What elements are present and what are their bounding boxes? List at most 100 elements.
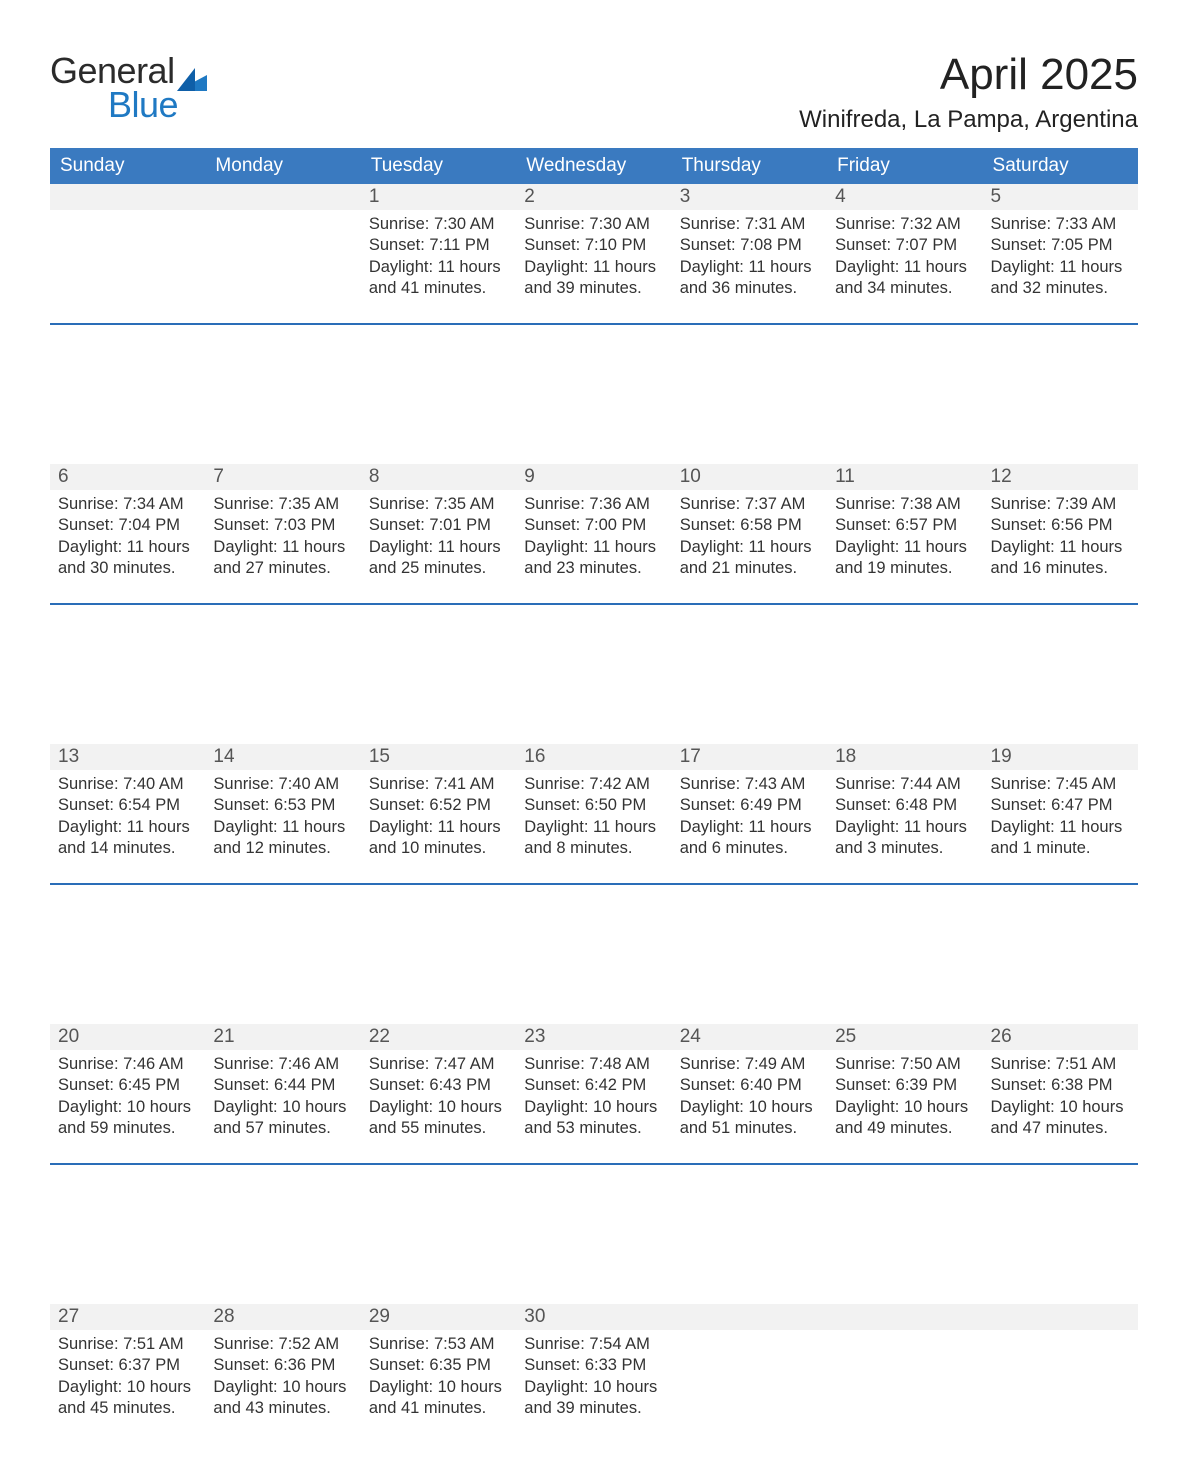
sunset-line-label: Sunset: [524,1356,585,1374]
sunrise-line-value: 7:42 AM [589,775,650,793]
sunrise-line: Sunrise: 7:31 AM [680,214,819,235]
sunset-line-value: 7:05 PM [1051,236,1112,254]
sunset-line-value: 6:47 PM [1051,796,1112,814]
calendar-day-cell: 21Sunrise: 7:46 AMSunset: 6:44 PMDayligh… [205,1024,360,1164]
day-details: Sunrise: 7:54 AMSunset: 6:33 PMDaylight:… [516,1330,671,1432]
day-number: 22 [361,1024,516,1050]
daylight-line: Daylight: 10 hours and 55 minutes. [369,1097,508,1140]
daylight-line: Daylight: 10 hours and 47 minutes. [991,1097,1130,1140]
weekday-header: Tuesday [361,148,516,184]
sunrise-line-value: 7:41 AM [434,775,495,793]
day-number: 17 [672,744,827,770]
sunrise-line: Sunrise: 7:51 AM [58,1334,197,1355]
sunset-line: Sunset: 6:47 PM [991,795,1130,816]
sunset-line-label: Sunset: [369,796,430,814]
calendar-day-cell: 15Sunrise: 7:41 AMSunset: 6:52 PMDayligh… [361,744,516,884]
calendar-day-cell [672,1304,827,1444]
daylight-line-label: Daylight: [835,818,904,836]
sunrise-line-label: Sunrise: [680,775,745,793]
calendar-day-cell: 19Sunrise: 7:45 AMSunset: 6:47 PMDayligh… [983,744,1138,884]
day-details: Sunrise: 7:32 AMSunset: 7:07 PMDaylight:… [827,210,982,312]
day-number [205,184,360,210]
sunset-line: Sunset: 6:43 PM [369,1075,508,1096]
day-details: Sunrise: 7:48 AMSunset: 6:42 PMDaylight:… [516,1050,671,1152]
sunrise-line: Sunrise: 7:36 AM [524,494,663,515]
calendar-week-row: 1Sunrise: 7:30 AMSunset: 7:11 PMDaylight… [50,184,1138,324]
daylight-line-label: Daylight: [58,1098,127,1116]
sunset-line: Sunset: 6:37 PM [58,1355,197,1376]
sunset-line: Sunset: 7:03 PM [213,515,352,536]
daylight-line: Daylight: 11 hours and 1 minute. [991,817,1130,860]
sunset-line-value: 7:01 PM [429,516,490,534]
sunrise-line-label: Sunrise: [680,1055,745,1073]
sunset-line-label: Sunset: [369,1356,430,1374]
sunset-line-value: 6:52 PM [429,796,490,814]
day-details: Sunrise: 7:50 AMSunset: 6:39 PMDaylight:… [827,1050,982,1152]
sunrise-line: Sunrise: 7:53 AM [369,1334,508,1355]
sunset-line-label: Sunset: [991,1076,1052,1094]
calendar-day-cell: 27Sunrise: 7:51 AMSunset: 6:37 PMDayligh… [50,1304,205,1444]
sunset-line-label: Sunset: [835,1076,896,1094]
calendar-table: Sunday Monday Tuesday Wednesday Thursday… [50,148,1138,1444]
day-details: Sunrise: 7:46 AMSunset: 6:44 PMDaylight:… [205,1050,360,1152]
daylight-line-label: Daylight: [524,1098,593,1116]
daylight-line-label: Daylight: [680,818,749,836]
sunset-line-label: Sunset: [835,516,896,534]
daylight-line: Daylight: 10 hours and 59 minutes. [58,1097,197,1140]
sunset-line-value: 6:39 PM [896,1076,957,1094]
day-details: Sunrise: 7:33 AMSunset: 7:05 PMDaylight:… [983,210,1138,312]
sunrise-line: Sunrise: 7:37 AM [680,494,819,515]
sunrise-line-label: Sunrise: [369,775,434,793]
sunset-line-label: Sunset: [369,516,430,534]
sunrise-line-value: 7:37 AM [745,495,806,513]
sunset-line-value: 6:54 PM [119,796,180,814]
sunset-line: Sunset: 6:40 PM [680,1075,819,1096]
sunset-line-label: Sunset: [524,236,585,254]
sunrise-line-value: 7:40 AM [123,775,184,793]
daylight-line-label: Daylight: [991,818,1060,836]
day-number: 15 [361,744,516,770]
day-number: 29 [361,1304,516,1330]
sunrise-line: Sunrise: 7:40 AM [58,774,197,795]
sunset-line: Sunset: 7:00 PM [524,515,663,536]
sunrise-line-label: Sunrise: [369,1335,434,1353]
sunset-line-value: 6:33 PM [585,1356,646,1374]
daylight-line: Daylight: 11 hours and 12 minutes. [213,817,352,860]
day-details: Sunrise: 7:53 AMSunset: 6:35 PMDaylight:… [361,1330,516,1432]
sunrise-line: Sunrise: 7:38 AM [835,494,974,515]
sunset-line: Sunset: 6:39 PM [835,1075,974,1096]
weekday-header: Monday [205,148,360,184]
sunrise-line-value: 7:34 AM [123,495,184,513]
sunset-line: Sunset: 6:57 PM [835,515,974,536]
sunset-line-value: 6:43 PM [429,1076,490,1094]
sunrise-line: Sunrise: 7:49 AM [680,1054,819,1075]
sunrise-line-value: 7:51 AM [1056,1055,1117,1073]
day-number: 25 [827,1024,982,1050]
week-divider [50,884,1138,1024]
day-number [672,1304,827,1330]
daylight-line-label: Daylight: [524,1378,593,1396]
daylight-line: Daylight: 11 hours and 30 minutes. [58,537,197,580]
calendar-day-cell: 29Sunrise: 7:53 AMSunset: 6:35 PMDayligh… [361,1304,516,1444]
daylight-line: Daylight: 11 hours and 8 minutes. [524,817,663,860]
day-number: 18 [827,744,982,770]
sunrise-line: Sunrise: 7:30 AM [369,214,508,235]
sunrise-line-label: Sunrise: [991,1055,1056,1073]
sunrise-line-value: 7:46 AM [279,1055,340,1073]
sunrise-line-value: 7:39 AM [1056,495,1117,513]
sunset-line-label: Sunset: [213,516,274,534]
day-number: 5 [983,184,1138,210]
sunrise-line-label: Sunrise: [213,1055,278,1073]
sunset-line-label: Sunset: [991,796,1052,814]
sunset-line-value: 6:58 PM [740,516,801,534]
day-number: 23 [516,1024,671,1050]
daylight-line: Daylight: 11 hours and 3 minutes. [835,817,974,860]
sunrise-line-label: Sunrise: [524,495,589,513]
location-subtitle: Winifreda, La Pampa, Argentina [50,106,1138,134]
sunset-line-value: 6:57 PM [896,516,957,534]
day-number: 19 [983,744,1138,770]
day-number: 30 [516,1304,671,1330]
sunrise-line: Sunrise: 7:43 AM [680,774,819,795]
sunset-line-label: Sunset: [835,236,896,254]
sunrise-line-value: 7:33 AM [1056,215,1117,233]
